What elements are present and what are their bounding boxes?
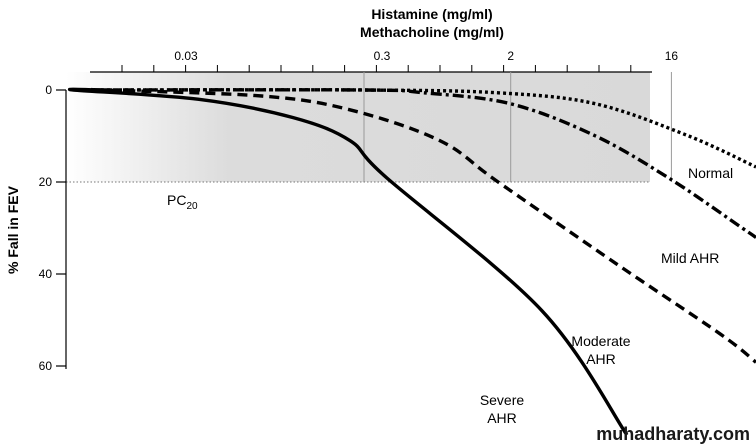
y-axis-label: % Fall in FEV [5, 185, 21, 274]
series-label-severe-line2: AHR [487, 410, 517, 426]
x-axis-ticks [121, 65, 632, 72]
x-tick-label: 2 [507, 49, 514, 63]
series-line-moderate-ahr [87, 87, 756, 364]
series-label-moderate-line1: Moderate [571, 333, 630, 349]
pc20-label-main: PC [167, 192, 186, 208]
y-axis-tick-labels: 0 20 40 60 [39, 83, 53, 373]
y-axis-ticks [56, 89, 66, 367]
chart-title-methacholine: Methacholine (mg/ml) [360, 24, 504, 40]
pc20-label-subscript: 20 [186, 201, 198, 212]
x-tick-label: 0.3 [374, 49, 391, 63]
series-line-mild-ahr [100, 88, 756, 239]
x-axis-tick-labels: 0.03 0.3 2 16 64 [174, 49, 679, 63]
watermark: muhadharaty.com [596, 424, 750, 444]
vertical-reference-lines [363, 72, 672, 182]
series-curves [68, 87, 756, 436]
x-tick-label: 16 [665, 49, 679, 63]
y-tick-label: 20 [39, 175, 53, 189]
chart-title-histamine: Histamine (mg/ml) [371, 6, 492, 22]
series-label-mild-ahr: Mild AHR [661, 250, 719, 266]
y-tick-label: 40 [39, 267, 53, 281]
y-tick-label: 60 [39, 359, 53, 373]
series-label-severe-line1: Severe [480, 392, 525, 408]
series-label-normal: Normal [688, 165, 733, 181]
y-tick-label: 0 [45, 83, 52, 97]
series-line-severe-ahr [68, 87, 629, 436]
x-tick-label: 0.03 [174, 49, 198, 63]
pc20-label: PC20 [167, 192, 198, 212]
series-label-moderate-line2: AHR [586, 351, 616, 367]
